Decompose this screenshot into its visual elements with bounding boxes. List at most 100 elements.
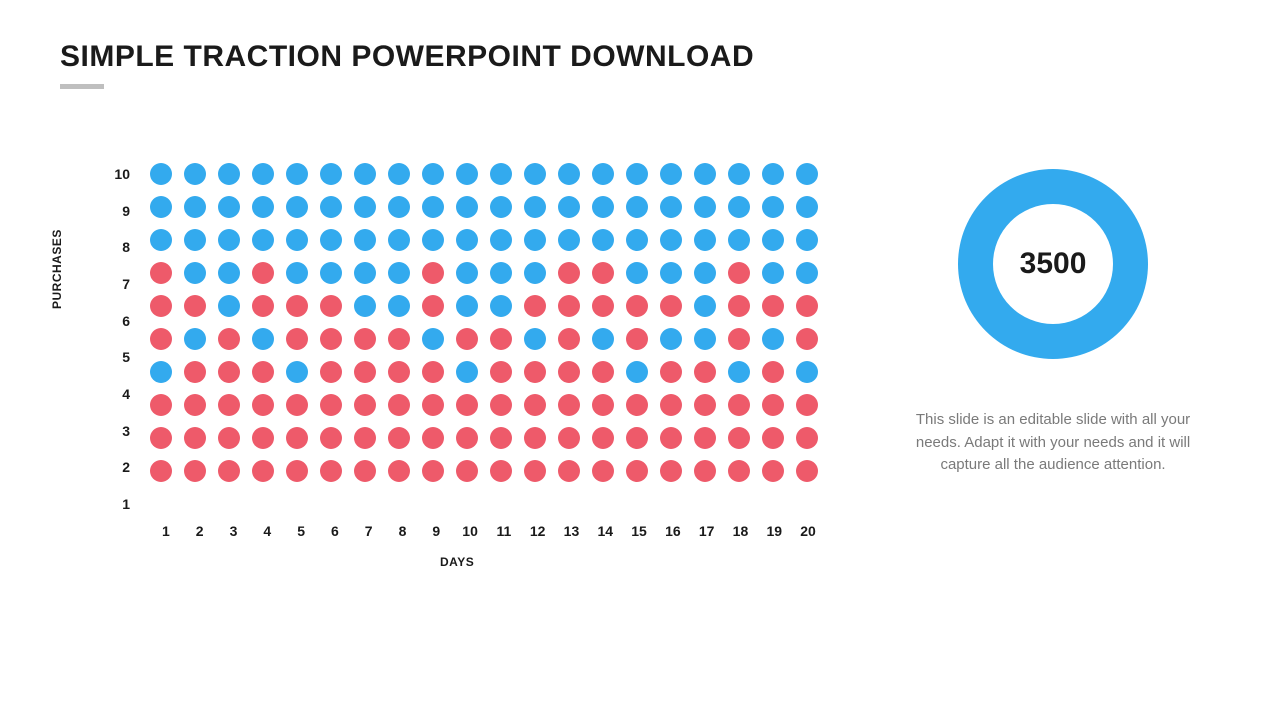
dot xyxy=(660,163,682,185)
dot xyxy=(626,196,648,218)
x-tick: 7 xyxy=(353,523,385,559)
dot-row xyxy=(150,258,830,288)
dot xyxy=(150,262,172,284)
y-tick: 7 xyxy=(100,269,140,299)
dot xyxy=(320,196,342,218)
y-tick: 10 xyxy=(100,159,140,189)
dot xyxy=(388,460,410,482)
y-tick: 4 xyxy=(100,379,140,409)
dot xyxy=(694,163,716,185)
x-tick: 16 xyxy=(657,523,689,559)
dot xyxy=(490,163,512,185)
dot xyxy=(150,427,172,449)
dot xyxy=(150,394,172,416)
dot xyxy=(694,196,716,218)
y-axis-label: PURCHASES xyxy=(50,229,64,309)
dot xyxy=(184,196,206,218)
dot xyxy=(728,427,750,449)
ring-chart: 3500 xyxy=(958,169,1148,359)
dot xyxy=(252,394,274,416)
dot xyxy=(252,262,274,284)
dot-row xyxy=(150,192,830,222)
dot xyxy=(592,361,614,383)
dot xyxy=(150,229,172,251)
dot xyxy=(184,460,206,482)
dot xyxy=(252,196,274,218)
dot xyxy=(422,427,444,449)
dot xyxy=(456,361,478,383)
dot xyxy=(558,427,580,449)
x-tick: 18 xyxy=(725,523,757,559)
dot xyxy=(286,460,308,482)
dot xyxy=(524,163,546,185)
dot xyxy=(286,427,308,449)
y-tick: 6 xyxy=(100,306,140,336)
dot xyxy=(728,295,750,317)
dot xyxy=(422,295,444,317)
dot xyxy=(558,394,580,416)
dot xyxy=(694,229,716,251)
dot xyxy=(354,460,376,482)
dot xyxy=(150,328,172,350)
dot xyxy=(660,295,682,317)
dot xyxy=(184,163,206,185)
dot xyxy=(388,295,410,317)
x-tick: 14 xyxy=(589,523,621,559)
dot xyxy=(728,328,750,350)
dot xyxy=(694,262,716,284)
y-tick: 5 xyxy=(100,342,140,372)
dot xyxy=(524,394,546,416)
dot xyxy=(694,361,716,383)
dot xyxy=(286,262,308,284)
dot xyxy=(490,427,512,449)
dot xyxy=(626,163,648,185)
dot xyxy=(252,361,274,383)
dot xyxy=(796,361,818,383)
dot xyxy=(694,427,716,449)
dot xyxy=(796,163,818,185)
dot xyxy=(558,328,580,350)
dot xyxy=(422,163,444,185)
dot xyxy=(354,394,376,416)
dot xyxy=(660,394,682,416)
dot xyxy=(660,262,682,284)
dot xyxy=(184,427,206,449)
dot xyxy=(558,295,580,317)
dot xyxy=(490,262,512,284)
dot xyxy=(490,361,512,383)
dot xyxy=(728,361,750,383)
dot xyxy=(558,460,580,482)
dot xyxy=(626,394,648,416)
dot xyxy=(626,229,648,251)
dot xyxy=(728,394,750,416)
dot xyxy=(762,229,784,251)
dot xyxy=(558,361,580,383)
x-tick: 9 xyxy=(420,523,452,559)
dot xyxy=(388,196,410,218)
dot xyxy=(456,394,478,416)
dot-row xyxy=(150,423,830,453)
dot xyxy=(422,229,444,251)
dot xyxy=(320,163,342,185)
dot xyxy=(354,361,376,383)
dot xyxy=(796,394,818,416)
dot xyxy=(796,229,818,251)
dot xyxy=(728,262,750,284)
dot xyxy=(320,229,342,251)
dot xyxy=(592,196,614,218)
dot xyxy=(218,394,240,416)
dot xyxy=(218,295,240,317)
dot xyxy=(354,427,376,449)
dot xyxy=(592,460,614,482)
dot xyxy=(558,262,580,284)
dot-row xyxy=(150,357,830,387)
dot xyxy=(592,394,614,416)
dot xyxy=(150,460,172,482)
dot xyxy=(490,394,512,416)
dot xyxy=(320,460,342,482)
ring-value: 3500 xyxy=(1020,247,1087,281)
dot xyxy=(388,262,410,284)
x-tick: 8 xyxy=(387,523,419,559)
dot xyxy=(388,229,410,251)
y-axis-ticks: 12345678910 xyxy=(100,159,140,519)
